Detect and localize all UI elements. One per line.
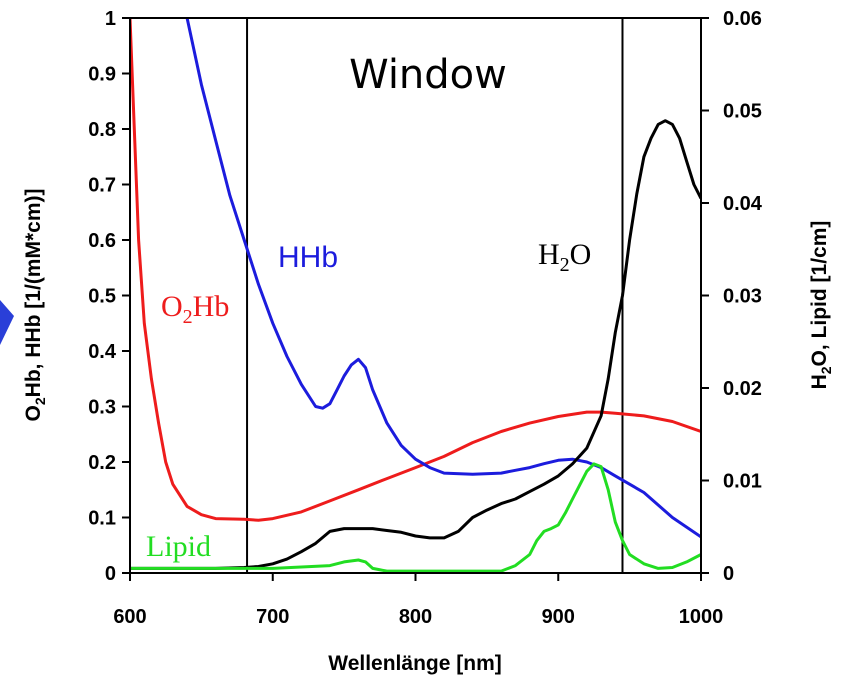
left-tick-label: 0.4 bbox=[88, 341, 117, 363]
label-lipid: Lipid bbox=[146, 530, 211, 563]
label-h2o-rest: O bbox=[570, 238, 592, 271]
x-tick-label: 800 bbox=[399, 606, 432, 628]
left-tick-label: 0.8 bbox=[88, 119, 116, 141]
left-tick-label: 0.6 bbox=[88, 230, 116, 252]
left-tick-label: 0.9 bbox=[88, 64, 116, 86]
label-h2o: H2O bbox=[538, 238, 591, 276]
right-tick-label: 0.01 bbox=[723, 471, 762, 493]
x-axis-ticks: 600 700 800 900 1000 bbox=[113, 573, 723, 628]
right-axis-title-sub: 2 bbox=[818, 366, 834, 374]
right-axis-title-h: H bbox=[808, 374, 831, 389]
series-line-h2o bbox=[130, 119, 701, 570]
series-line-lipid bbox=[130, 462, 701, 573]
left-tick-label: 0.1 bbox=[88, 508, 116, 530]
left-axis-ticks: 0 0.1 0.2 0.3 0.4 0.5 0.6 0.7 0.8 0.9 1 bbox=[88, 8, 130, 585]
decorative-arrow-fragment bbox=[0, 300, 14, 345]
left-axis-title: O2Hb, HHb [1/(mM*cm)] bbox=[22, 189, 48, 422]
series-line-o2hb bbox=[130, 18, 701, 522]
right-tick-label: 0 bbox=[723, 563, 734, 585]
left-tick-label: 0.7 bbox=[88, 175, 116, 197]
label-h2o-h: H bbox=[538, 238, 560, 271]
left-tick-label: 1 bbox=[105, 8, 116, 30]
left-axis-title-o: O bbox=[22, 405, 45, 421]
right-tick-label: 0.03 bbox=[723, 286, 762, 308]
right-tick-label: 0.06 bbox=[723, 8, 762, 30]
left-axis-title-rest: Hb, HHb [1/(mM*cm)] bbox=[22, 189, 45, 398]
label-hhb: HHb bbox=[278, 241, 338, 274]
left-tick-label: 0 bbox=[105, 563, 116, 585]
left-tick-label: 0.3 bbox=[88, 397, 116, 419]
label-h2o-sub: 2 bbox=[560, 254, 570, 276]
series-line-hhb bbox=[185, 18, 701, 539]
x-tick-label: 700 bbox=[256, 606, 289, 628]
window-boundaries bbox=[246, 18, 624, 573]
right-tick-label: 0.05 bbox=[723, 101, 762, 123]
x-tick-label: 900 bbox=[542, 606, 575, 628]
x-axis-title: Wellenlänge [nm] bbox=[328, 652, 501, 675]
right-tick-label: 0.02 bbox=[723, 378, 762, 400]
right-axis-ticks: 0 0.01 0.02 0.03 0.04 0.05 0.06 bbox=[701, 8, 763, 585]
right-tick-label: 0.04 bbox=[723, 193, 763, 215]
left-tick-label: 0.5 bbox=[88, 286, 116, 308]
x-tick-label: 1000 bbox=[679, 606, 724, 628]
label-o2hb-sub: 2 bbox=[183, 306, 193, 328]
label-o2hb-o: O bbox=[161, 290, 183, 323]
x-tick-label: 600 bbox=[113, 606, 146, 628]
window-title: Window bbox=[349, 52, 507, 98]
left-axis-title-sub: 2 bbox=[32, 397, 48, 405]
left-tick-label: 0.2 bbox=[88, 452, 116, 474]
label-o2hb: O2Hb bbox=[161, 290, 229, 328]
label-o2hb-rest: Hb bbox=[193, 290, 230, 323]
right-axis-title: H2O, Lipid [1/cm] bbox=[808, 221, 834, 390]
right-axis-title-rest: O, Lipid [1/cm] bbox=[808, 221, 831, 367]
